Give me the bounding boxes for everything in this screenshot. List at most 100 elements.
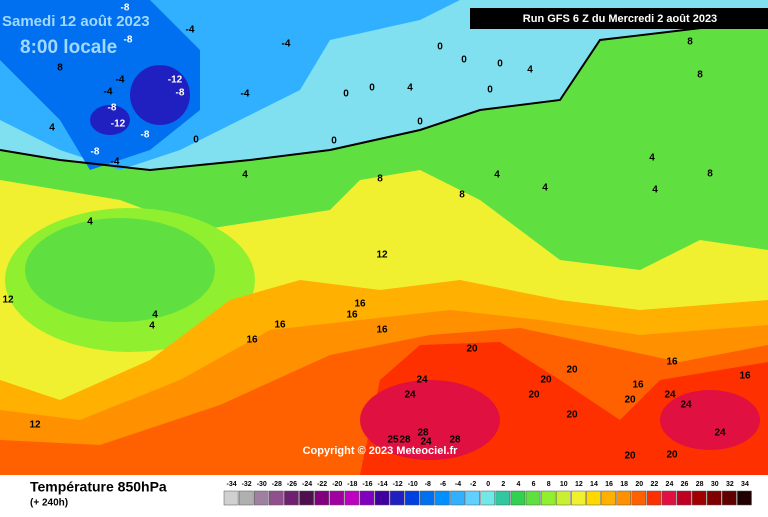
zone-24 (360, 380, 500, 460)
scale-label: -24 (302, 481, 312, 488)
scale-label: 4 (516, 481, 520, 488)
scale-swatch (465, 490, 480, 506)
scale-label: -22 (317, 481, 327, 488)
contour-label: 0 (331, 136, 337, 147)
contour-label: 24 (416, 375, 428, 386)
contour-label: 0 (193, 135, 199, 146)
contour-label: 28 (417, 428, 429, 439)
scale-swatch (284, 490, 299, 506)
contour-label: 24 (420, 437, 432, 448)
scale-label: 14 (590, 481, 598, 488)
contour-label: 4 (49, 123, 55, 134)
legend-title: Température 850hPa (30, 479, 167, 495)
contour-label: 28 (399, 435, 411, 446)
scale-label: 34 (741, 481, 749, 488)
scale-swatch (540, 490, 556, 506)
contour-label: 16 (739, 371, 751, 382)
contour-label: 24 (714, 428, 726, 439)
contour-label: -8 (91, 147, 100, 158)
contour-label: 0 (461, 55, 467, 66)
scale-label: -32 (242, 481, 252, 488)
scale-swatch (389, 490, 405, 506)
contour-label: 0 (437, 42, 443, 53)
scale-swatch (374, 490, 390, 506)
contour-label: 4 (87, 217, 93, 228)
scale-label: -4 (455, 481, 461, 488)
scale-swatch (631, 490, 647, 506)
scale-swatch (450, 490, 465, 506)
scale-swatch (299, 490, 314, 506)
scale-swatch (722, 490, 737, 506)
scale-swatch (253, 490, 269, 506)
scale-label: -6 (440, 481, 446, 488)
scale-swatch (737, 490, 752, 506)
contour-label: 8 (687, 37, 693, 48)
contour-label: 8 (57, 63, 63, 74)
contour-label: 4 (542, 183, 548, 194)
zone-minus8 (0, 0, 200, 170)
contour-label: -12 (111, 119, 126, 130)
contour-label: 4 (494, 170, 500, 181)
scale-swatch (238, 490, 254, 506)
scale-label: 32 (726, 481, 734, 488)
scale-swatch (314, 490, 329, 506)
contour-label: -8 (124, 35, 133, 46)
contour-label: 20 (566, 365, 578, 376)
contour-label: 16 (376, 325, 388, 336)
scale-swatch (435, 490, 450, 506)
contour-label: 24 (664, 390, 676, 401)
contour-label: -4 (282, 39, 291, 50)
contour-label: 20 (566, 410, 578, 421)
scale-label: -26 (287, 481, 297, 488)
scale-label: 18 (620, 481, 628, 488)
scale-swatch (706, 490, 722, 506)
scale-label: -16 (362, 481, 372, 488)
scale-label: -20 (332, 481, 342, 488)
zone-minus12 (90, 105, 130, 135)
zone-minus12 (130, 65, 190, 125)
contour-label: 16 (632, 380, 644, 391)
contour-label: 28 (449, 435, 461, 446)
contour-label: 0 (417, 117, 423, 128)
contour-label: -8 (108, 103, 117, 114)
scale-swatch (676, 490, 692, 506)
contour-label: 20 (540, 375, 552, 386)
scale-swatch (223, 490, 239, 506)
contour-label: 8 (697, 70, 703, 81)
contour-label: 12 (376, 250, 388, 261)
scale-label: -28 (272, 481, 282, 488)
contour-label: -4 (186, 25, 195, 36)
contour-label: -12 (168, 75, 183, 86)
contour-label: 0 (369, 83, 375, 94)
zone-24 (660, 390, 760, 450)
contour-label: -8 (121, 3, 130, 14)
contour-label: 16 (346, 310, 358, 321)
scale-swatch (525, 490, 541, 506)
legend-subtitle: (+ 240h) (30, 498, 68, 509)
scale-swatch (269, 490, 284, 506)
run-info: Run GFS 6 Z du Mercredi 2 août 2023 (523, 13, 717, 25)
contour-label: 25 (387, 435, 399, 446)
scale-label: 16 (605, 481, 613, 488)
color-scale: -34 -32 -30 -28 -26 -24 -22 -20 -18 -16 -14 -12 -10-… (223, 481, 752, 506)
scale-swatch (480, 490, 496, 506)
scale-swatch (586, 490, 601, 506)
scale-swatch (616, 490, 631, 506)
contour-label: -4 (116, 75, 125, 86)
contour-label: 0 (497, 59, 503, 70)
scale-label: -8 (425, 481, 431, 488)
forecast-time: 8:00 locale (20, 37, 117, 58)
contour-label: 16 (354, 299, 366, 310)
contour-label: 16 (666, 357, 678, 368)
contour-label: 20 (466, 344, 478, 355)
forecast-date: Samedi 12 août 2023 (2, 13, 150, 30)
contour-label: 24 (680, 400, 692, 411)
contour-label: 0 (487, 85, 493, 96)
scale-label: -12 (393, 481, 403, 488)
contour-label: 8 (377, 174, 383, 185)
contour-label: 4 (242, 170, 248, 181)
scale-swatch (495, 490, 511, 506)
scale-label: 8 (547, 481, 551, 488)
